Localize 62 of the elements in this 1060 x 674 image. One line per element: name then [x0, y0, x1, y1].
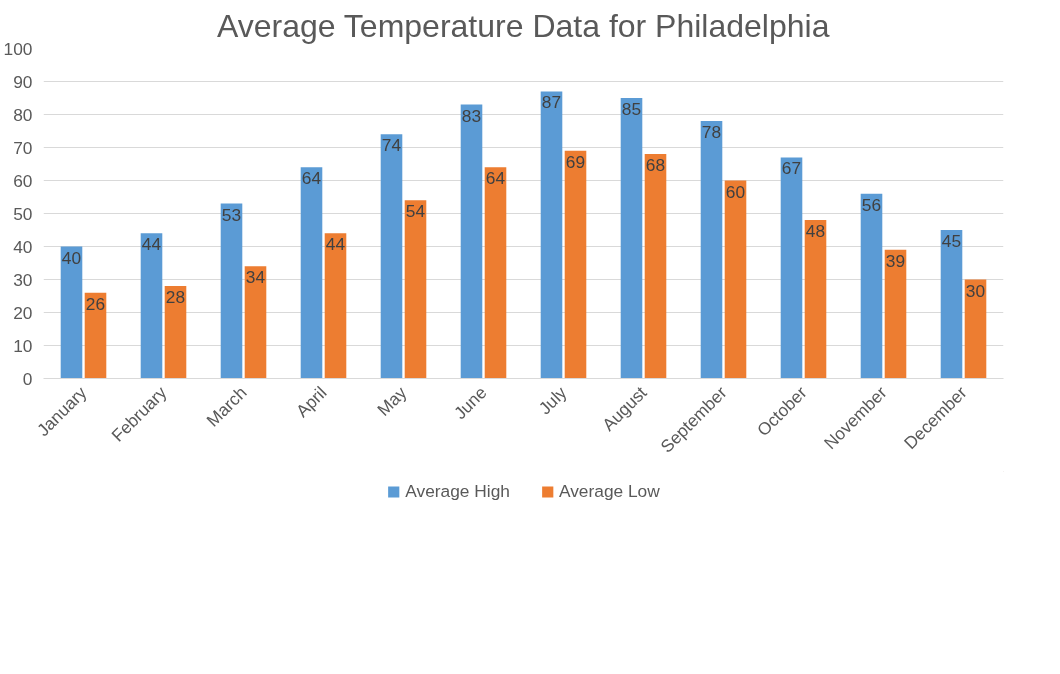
- y-tick-label: 20: [13, 302, 33, 323]
- legend-label: Average Low: [558, 480, 660, 502]
- data-label: 45: [941, 231, 962, 251]
- y-tick-label: 50: [13, 203, 33, 224]
- data-label: 87: [541, 92, 562, 113]
- data-label: 28: [165, 287, 186, 308]
- data-label: 30: [965, 280, 986, 301]
- bar: [724, 180, 747, 379]
- bar: [484, 167, 507, 379]
- bar: [324, 233, 347, 379]
- data-label: 34: [245, 267, 266, 288]
- x-tick-label: July: [534, 382, 571, 419]
- data-label: 40: [61, 247, 82, 268]
- data-label: 74: [381, 135, 402, 156]
- data-label: 85: [621, 99, 642, 119]
- bar: [380, 134, 403, 379]
- data-label: 64: [485, 168, 506, 189]
- bar: [884, 249, 907, 379]
- bar: [564, 150, 587, 379]
- data-label: 39: [885, 250, 906, 271]
- bar: [60, 246, 83, 379]
- data-label: 44: [325, 234, 346, 255]
- bar: [644, 154, 667, 379]
- bar: [804, 220, 827, 379]
- data-label: 53: [221, 204, 242, 225]
- y-tick-label: 100: [3, 38, 33, 59]
- data-label: 56: [861, 194, 882, 215]
- data-label: 26: [85, 293, 106, 314]
- data-label: 60: [725, 181, 746, 202]
- bar: [404, 200, 427, 379]
- data-label: 69: [565, 151, 586, 172]
- y-tick-label: 0: [22, 368, 33, 389]
- bar: [244, 266, 267, 379]
- data-label: 78: [701, 122, 722, 143]
- data-label: 67: [781, 158, 802, 179]
- y-tick-label: 70: [13, 137, 33, 158]
- bar: [620, 98, 643, 379]
- bar: [220, 203, 243, 379]
- bar: [964, 279, 987, 379]
- y-tick-label: 90: [13, 71, 33, 92]
- data-label: 68: [645, 155, 666, 176]
- y-tick-label: 30: [13, 269, 33, 290]
- y-tick-label: 10: [13, 335, 33, 356]
- data-label: 83: [461, 105, 482, 126]
- bar: [940, 230, 963, 379]
- bar: [700, 121, 723, 379]
- data-label: 54: [405, 201, 426, 222]
- bar: [860, 193, 883, 379]
- bar: [460, 104, 483, 379]
- y-tick-label: 40: [13, 236, 33, 257]
- data-label: 64: [301, 168, 322, 189]
- data-label: 44: [141, 234, 162, 255]
- bar: [300, 167, 323, 379]
- chart-title: Average Temperature Data for Philadelphia: [216, 7, 830, 44]
- bar: [140, 233, 163, 379]
- data-label: 48: [805, 221, 826, 242]
- x-tick-label: May: [373, 382, 411, 420]
- legend-label: Average High: [405, 480, 510, 502]
- bar: [540, 91, 563, 379]
- bar: [780, 157, 803, 379]
- y-tick-label: 80: [13, 104, 33, 125]
- y-tick-label: 60: [13, 170, 33, 191]
